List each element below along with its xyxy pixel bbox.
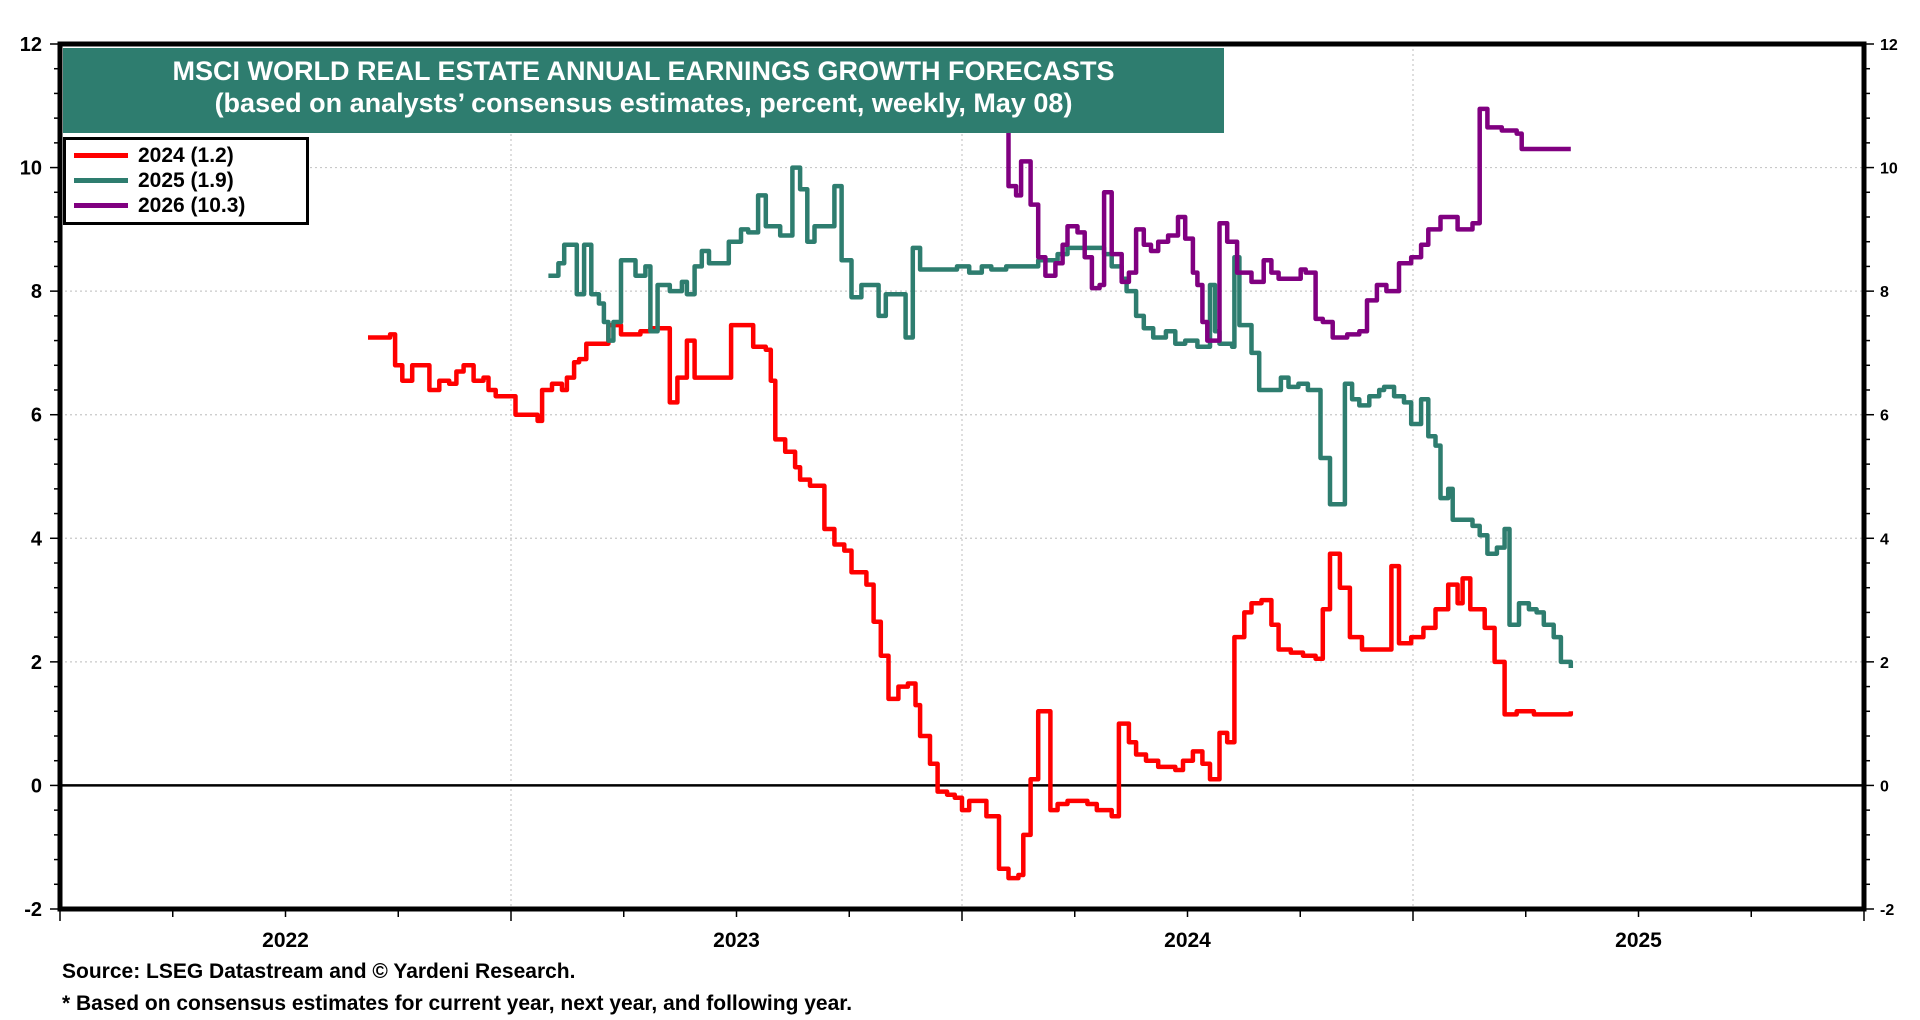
legend-label-2026: 2026 (10.3) xyxy=(138,193,246,217)
gridlines xyxy=(60,44,1864,909)
y-tick-label-left: -2 xyxy=(24,899,42,921)
legend-swatch-2026 xyxy=(74,203,128,208)
series-line-2025 xyxy=(548,165,1574,668)
x-tick-label: 2022 xyxy=(262,929,309,952)
legend-label-2025: 2025 (1.9) xyxy=(138,168,234,192)
y-tick-label-left: 4 xyxy=(31,528,43,550)
chart-title-box: MSCI WORLD REAL ESTATE ANNUAL EARNINGS G… xyxy=(63,48,1224,133)
x-tick-label: 2024 xyxy=(1164,929,1211,952)
y-tick-label-right: 2 xyxy=(1880,655,1889,672)
series-line-2024 xyxy=(368,322,1574,881)
chart-title: MSCI WORLD REAL ESTATE ANNUAL EARNINGS G… xyxy=(172,56,1115,86)
y-tick-label-left: 0 xyxy=(31,775,42,797)
y-tick-label-left: 8 xyxy=(31,281,42,303)
y-tick-label-right: 6 xyxy=(1880,408,1889,425)
y-tick-label-left: 2 xyxy=(31,652,42,674)
legend-item-2024: 2024 (1.2) xyxy=(74,143,306,168)
y-axis-left: 12 10 8 6 4 2 0 -2 xyxy=(20,34,60,921)
y-tick-label-left: 12 xyxy=(20,34,42,56)
y-tick-label-left: 10 xyxy=(20,158,42,180)
x-tick-label: 2023 xyxy=(713,929,760,952)
legend-swatch-2024 xyxy=(74,153,128,158)
y-tick-label-right: -2 xyxy=(1880,902,1894,919)
y-tick-label-right: 8 xyxy=(1880,284,1889,301)
source-note: Source: LSEG Datastream and © Yardeni Re… xyxy=(62,960,576,983)
y-tick-label-left: 6 xyxy=(31,405,42,427)
legend-item-2026: 2026 (10.3) xyxy=(74,193,306,218)
footnote: * Based on consensus estimates for curre… xyxy=(62,992,853,1015)
legend-item-2025: 2025 (1.9) xyxy=(74,168,306,193)
x-axis: 2022 2023 2024 2025 xyxy=(59,909,1865,952)
x-tick-label: 2025 xyxy=(1615,929,1662,952)
legend-swatch-2025 xyxy=(74,178,128,183)
legend-label-2024: 2024 (1.2) xyxy=(138,143,234,167)
y-tick-label-right: 12 xyxy=(1880,37,1898,54)
y-tick-label-right: 4 xyxy=(1880,531,1889,548)
series-group xyxy=(368,72,1574,881)
y-tick-label-right: 10 xyxy=(1880,161,1898,178)
legend: 2024 (1.2) 2025 (1.9) 2026 (10.3) xyxy=(63,137,309,225)
chart-subtitle: (based on analysts’ consensus estimates,… xyxy=(214,88,1073,118)
series-line-2026 xyxy=(1006,72,1571,343)
y-axis-right: 12 10 8 6 4 2 0 -2 xyxy=(1864,37,1898,919)
y-tick-label-right: 0 xyxy=(1880,778,1889,795)
